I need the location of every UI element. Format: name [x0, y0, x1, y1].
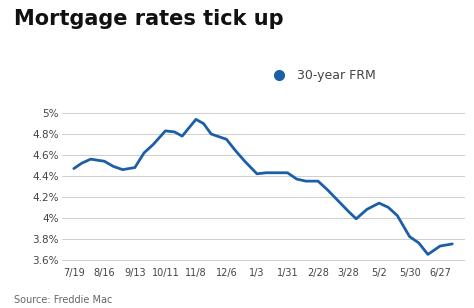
- Legend: 30-year FRM: 30-year FRM: [267, 69, 376, 82]
- Text: Mortgage rates tick up: Mortgage rates tick up: [14, 9, 284, 29]
- Text: Source: Freddie Mac: Source: Freddie Mac: [14, 295, 113, 305]
